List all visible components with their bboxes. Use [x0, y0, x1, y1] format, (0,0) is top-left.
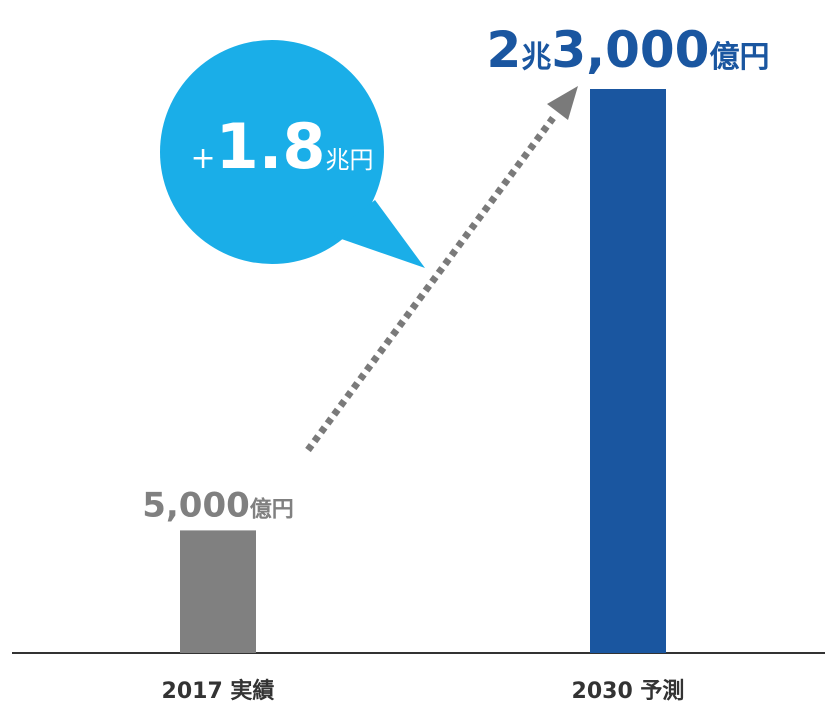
annotation-unit: 兆円 — [325, 146, 373, 174]
x-tick-label: 2030 予測 — [572, 679, 685, 704]
growth-arrow — [305, 115, 556, 453]
speech-bubble — [160, 40, 384, 264]
arrow-head — [547, 86, 578, 120]
bar — [590, 89, 666, 653]
annotation-sign: + — [191, 141, 216, 176]
x-tick-label: 2017 実績 — [162, 678, 275, 704]
bar — [180, 530, 256, 653]
speech-bubble-tail — [330, 200, 425, 268]
annotation: +1.8兆円 — [191, 110, 374, 183]
annotation-number: 1.8 — [216, 110, 326, 183]
value-label: 5,000億円 — [142, 485, 294, 525]
value-label: 2兆3,000億円 — [487, 21, 770, 79]
